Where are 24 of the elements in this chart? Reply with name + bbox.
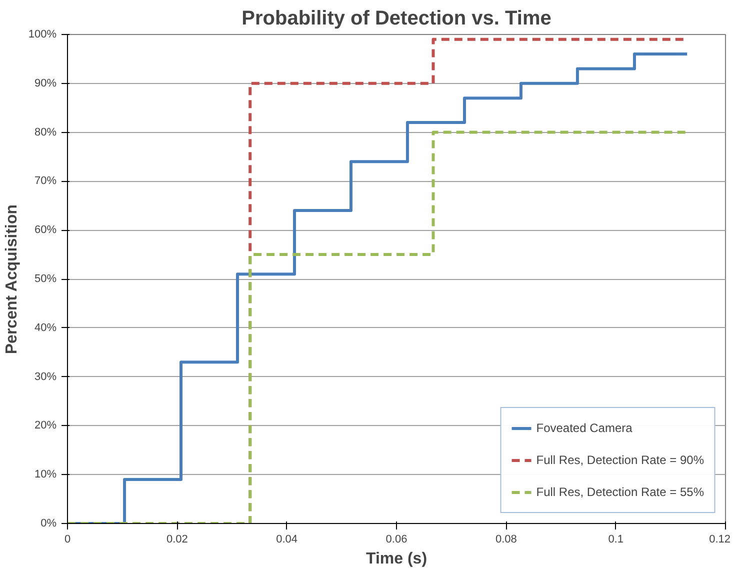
x-tick-label: 0.1	[608, 534, 624, 546]
legend-label: Full Res, Detection Rate = 55%	[536, 485, 704, 499]
x-tick-label: 0.04	[276, 534, 298, 546]
y-tick-label: 30%	[34, 370, 57, 383]
chart-title: Probability of Detection vs. Time	[242, 8, 552, 30]
x-tick-label: 0.02	[166, 534, 188, 546]
legend-label: Full Res, Detection Rate = 90%	[536, 453, 704, 467]
x-axis-title: Time (s)	[366, 550, 428, 568]
y-tick-label: 60%	[34, 224, 57, 236]
x-tick-label: 0.12	[709, 534, 731, 546]
y-tick-label: 50%	[34, 273, 57, 285]
y-tick-label: 100%	[28, 28, 57, 40]
y-tick-label: 40%	[34, 322, 57, 334]
y-tick-label: 80%	[34, 126, 57, 138]
x-tick-label: 0.06	[386, 534, 408, 546]
y-tick-label: 10%	[34, 468, 57, 481]
y-tick-label: 70%	[34, 175, 57, 188]
x-tick-label: 0.08	[495, 534, 517, 546]
y-tick-label: 0%	[40, 518, 57, 530]
legend-label: Foveated Camera	[536, 421, 632, 435]
x-tick-label: 0	[64, 534, 71, 546]
y-tick-label: 20%	[34, 420, 57, 432]
y-axis-title: Percent Acquisition	[3, 204, 20, 354]
y-tick-label: 90%	[34, 77, 57, 90]
